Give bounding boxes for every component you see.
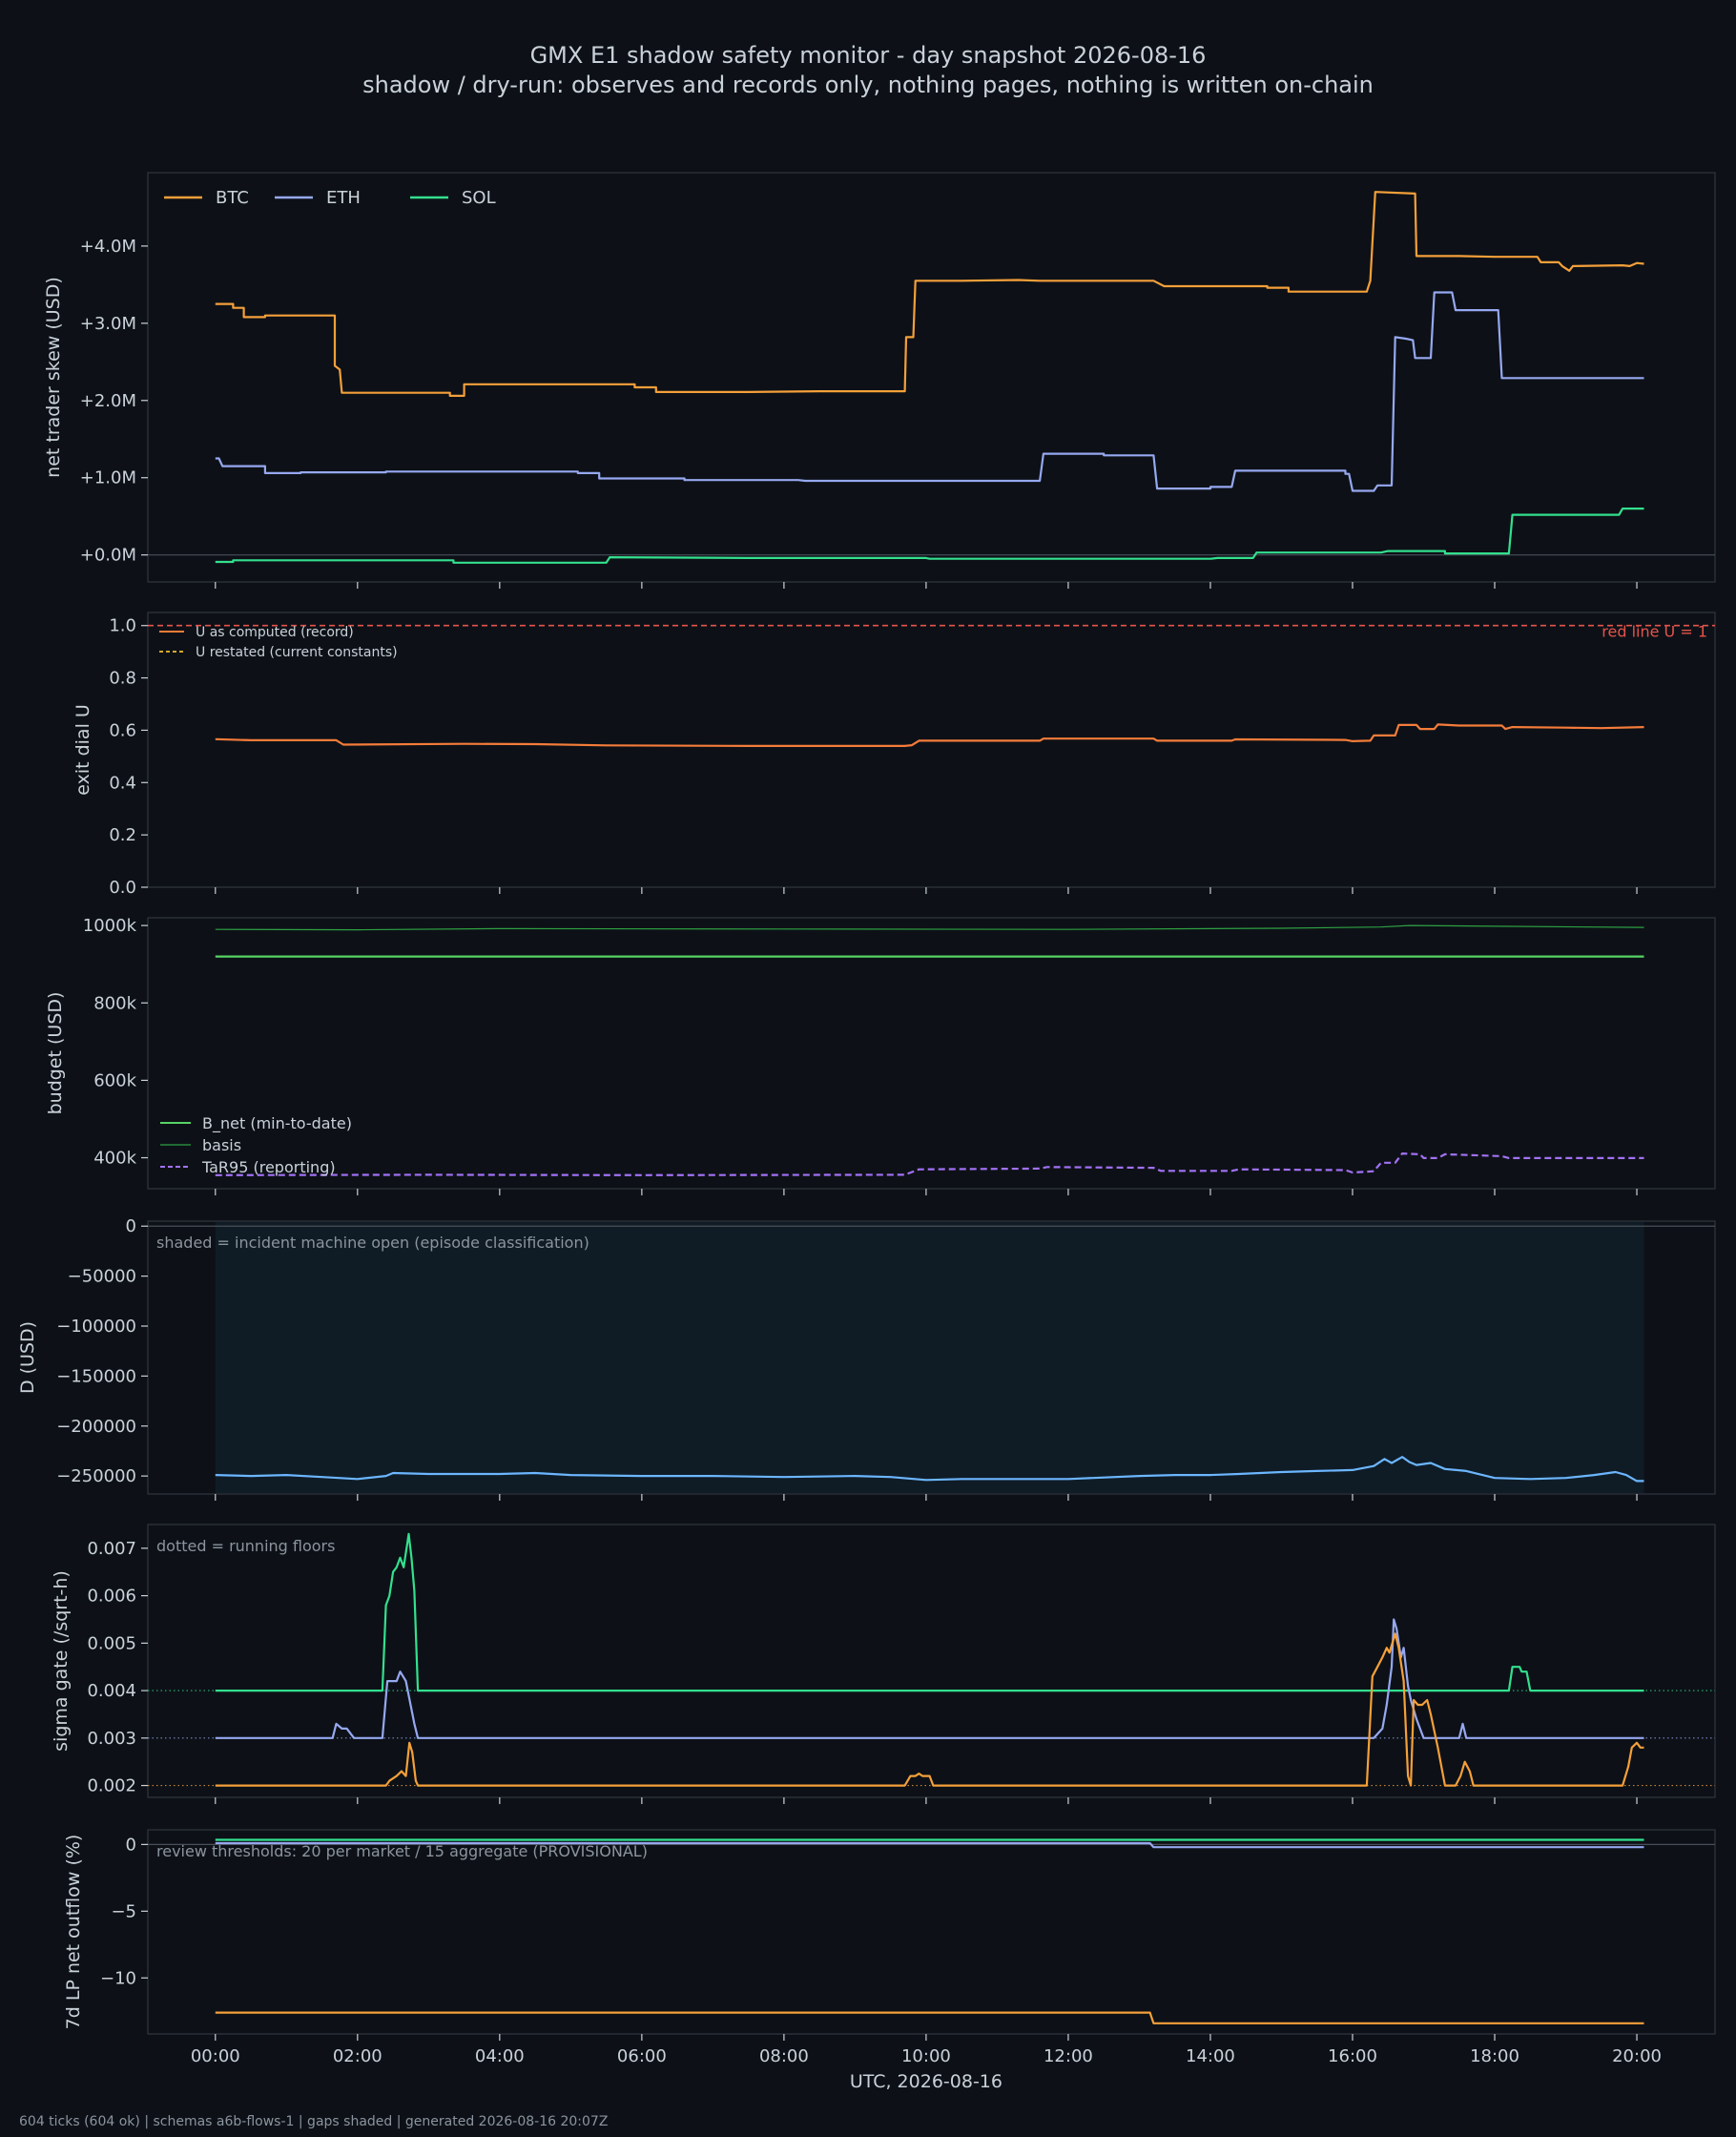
x-tick-label: 06:00 [617,2046,667,2066]
panel-annotation: dotted = running floors [156,1537,335,1555]
panel-budget: 400k 600k 800k 1000k budget (USD) B_net (min-… [45,916,1716,1195]
red-line-label: red line U = 1 [1602,623,1707,641]
legend-label: B_net (min-to-date) [202,1114,352,1133]
legend-label: U restated (current constants) [196,645,398,660]
x-tick-label: 14:00 [1186,2046,1235,2066]
y-tick-label: −250000 [56,1466,136,1486]
y-tick-label: 0.003 [87,1729,136,1749]
series-line-u [215,723,1644,747]
panel-frame [147,172,1716,583]
x-tick-label: 16:00 [1328,2046,1377,2066]
series-line-eth [215,1841,1644,1849]
legend-label: TaR95 (reporting) [201,1158,336,1176]
legend-label: U as computed (record) [196,625,354,640]
series-line-sol [215,1532,1644,1692]
y-tick-label: 1000k [83,916,137,936]
y-axis-label: net trader skew (USD) [43,277,64,478]
y-tick-label: −50000 [68,1267,136,1287]
legend-label: basis [202,1136,241,1154]
y-tick-label: +2.0M [80,391,136,411]
series-line-btc [215,1632,1644,1787]
series-line-tar95 [215,1152,1644,1176]
y-tick-label: 0.005 [87,1633,136,1653]
series-line-eth [215,291,1644,492]
y-tick-label: +1.0M [80,468,136,488]
series-line-d [215,1456,1644,1483]
y-tick-label: 0.004 [87,1681,136,1701]
y-tick-label: 0.2 [109,825,136,845]
x-axis-label: UTC, 2026-08-16 [850,2071,1002,2092]
y-tick-label: −150000 [56,1366,136,1386]
x-tick-label: 18:00 [1470,2046,1519,2066]
x-tick-label: 02:00 [333,2046,382,2066]
y-axis-label: budget (USD) [45,992,66,1115]
page-subtitle: shadow / dry-run: observes and records o… [362,72,1374,98]
panel-frame [147,917,1716,1190]
y-tick-label: −100000 [56,1317,136,1337]
y-axis-label: D (USD) [17,1321,38,1394]
y-tick-label: 0.002 [87,1776,136,1796]
panel-annotation: shaded = incident machine open (episode … [156,1234,589,1252]
y-tick-label: −5 [111,1901,136,1921]
y-tick-label: 0.007 [87,1539,136,1559]
panel-annotation: review thresholds: 20 per market / 15 ag… [156,1842,648,1860]
series-line-sol [215,508,1644,564]
y-axis-label: 7d LP net outflow (%) [63,1835,84,2030]
y-tick-label: 0.6 [109,720,136,740]
y-tick-label: 0.4 [109,773,136,793]
y-tick-label: 0 [126,1835,136,1855]
y-tick-label: 0.8 [109,669,136,689]
legend-label: SOL [462,188,496,208]
panel-skew: +0.0M +1.0M +2.0M +3.0M +4.0M net trader skew… [43,172,1716,589]
y-axis-label: sigma gate (/sqrt-h) [51,1570,72,1752]
y-tick-label: 800k [93,993,136,1013]
y-tick-label: 600k [93,1070,136,1090]
y-tick-label: 0.0 [109,878,136,898]
x-tick-label: 00:00 [191,2046,240,2066]
panel-frame [147,612,1716,888]
x-tick-label: 04:00 [475,2046,525,2066]
y-tick-label: −200000 [56,1417,136,1437]
y-tick-label: +3.0M [80,314,136,334]
y-tick-label: +0.0M [80,546,136,566]
legend-label: ETH [326,188,361,208]
series-line-btc [215,191,1644,397]
x-tick-label: 10:00 [901,2046,951,2066]
y-tick-label: −10 [100,1968,136,1988]
page-title: GMX E1 shadow safety monitor - day snaps… [529,42,1207,69]
series-line-eth [215,1618,1644,1739]
x-tick-label: 12:00 [1044,2046,1093,2066]
legend-label: BTC [216,188,249,208]
y-tick-label: +4.0M [80,237,136,257]
series-line-btc [215,2011,1644,2024]
y-tick-label: 0 [126,1216,136,1236]
panel-sigma_gate: 0.002 0.003 0.004 0.005 0.006 0.007 sigma gate… [51,1524,1716,1804]
x-tick-label: 20:00 [1612,2046,1662,2066]
y-tick-label: 1.0 [109,616,136,636]
y-axis-label: exit dial U [72,704,93,796]
y-tick-label: 400k [93,1149,136,1169]
panel-exit_dial: red line U = 1 0.0 0.2 0.4 0.6 0.8 1.0 exit dia… [72,612,1716,898]
series-line-basis [215,924,1644,931]
x-tick-label: 08:00 [759,2046,809,2066]
panel-frame [147,1829,1716,2035]
panel-drawdown: −250000 −200000 −150000 −100000 −50000 0 D (US… [17,1216,1716,1501]
y-tick-label: 0.006 [87,1587,136,1607]
panel-lp_outflow: −10 −5 0 00:00 02:00 04:00 06:00 08:00 10:00 12:0… [63,1829,1716,2092]
shaded-region [215,1222,1644,1493]
footer-status: 604 ticks (604 ok) | schemas a6b-flows-1… [19,2114,609,2129]
